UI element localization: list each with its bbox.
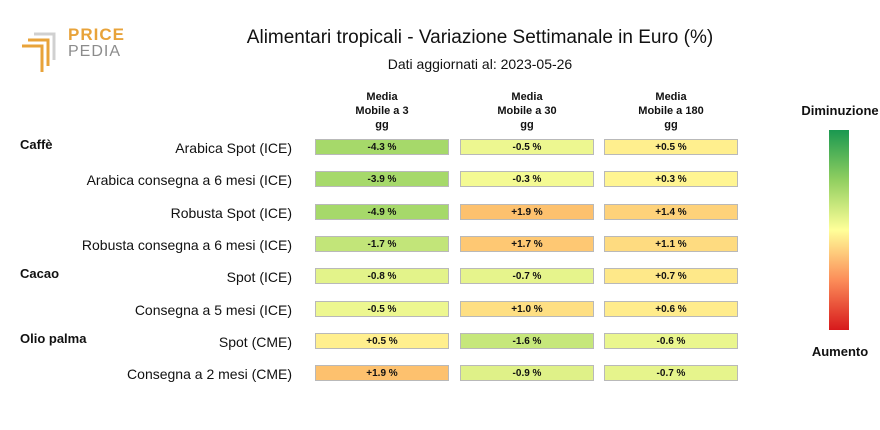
heatmap-cell: -0.6 %	[604, 332, 738, 349]
heatmap-cell: -1.7 %	[315, 235, 449, 252]
heatmap-cell: -3.9 %	[315, 171, 449, 188]
color-scale-bar	[829, 130, 849, 330]
heatmap-cell: -0.3 %	[460, 171, 594, 188]
column-header: Media Mobile a 30 gg	[460, 90, 594, 132]
row-label: Spot (CME)	[218, 333, 292, 350]
legend-top-label: Diminuzione	[801, 103, 879, 118]
logo-text-top: PRICE	[68, 25, 125, 44]
row-label: Spot (ICE)	[226, 269, 292, 286]
logo-text-bottom: PEDIA	[68, 43, 122, 60]
group-label: Olio palma	[20, 330, 87, 346]
column-header: Media Mobile a 3 gg	[315, 90, 449, 132]
heatmap-cell: +1.0 %	[460, 300, 594, 317]
column-header-line: Mobile a 3	[355, 105, 409, 117]
heatmap-cell: -4.9 %	[315, 203, 449, 220]
row-label: Arabica Spot (ICE)	[175, 140, 292, 156]
heatmap-cell: +1.4 %	[604, 203, 738, 220]
row-label: Arabica consegna a 6 mesi (ICE)	[86, 172, 292, 189]
heatmap-cell: +0.5 %	[315, 332, 449, 349]
pricepedia-logo: PRICE PEDIA	[20, 24, 130, 74]
column-header-line: gg	[664, 119, 678, 131]
column-header-line: Mobile a 180	[638, 105, 704, 117]
heatmap-cell: -0.7 %	[604, 365, 738, 382]
column-header: Media Mobile a 180 gg	[604, 90, 738, 132]
row-label: Robusta Spot (ICE)	[170, 204, 292, 221]
column-header-line: gg	[375, 119, 389, 131]
heatmap-cell: +1.1 %	[604, 235, 738, 252]
column-header-line: Media	[366, 91, 398, 103]
heatmap-cell: -0.7 %	[460, 268, 594, 285]
group-label: Cacao	[20, 266, 60, 282]
heatmap-cell: -0.5 %	[315, 300, 449, 317]
column-header-line: gg	[520, 119, 534, 131]
heatmap-cell: +0.3 %	[604, 171, 738, 188]
chart-subtitle: Dati aggiornati al: 2023-05-26	[387, 56, 573, 72]
row-label: Robusta consegna a 6 mesi (ICE)	[81, 236, 292, 253]
heatmap-cell: -1.6 %	[460, 332, 594, 349]
heatmap-cell: +1.9 %	[460, 203, 594, 220]
heatmap-cell: -4.3 %	[315, 139, 449, 155]
row-label: Consegna a 5 mesi (ICE)	[134, 301, 292, 318]
heatmap-cell: +0.5 %	[604, 139, 738, 155]
heatmap-cell: -0.5 %	[460, 139, 594, 155]
heatmap-cell: +1.7 %	[460, 235, 594, 252]
group-label: Caffè	[20, 137, 53, 152]
row-label: Consegna a 2 mesi (CME)	[127, 366, 292, 383]
column-header-line: Media	[511, 91, 543, 103]
chart-title: Alimentari tropicali - Variazione Settim…	[246, 27, 714, 48]
heatmap-cell: +0.7 %	[604, 268, 738, 285]
heatmap-cell: -0.8 %	[315, 268, 449, 285]
legend-bottom-label: Aumento	[811, 344, 869, 359]
column-header-line: Mobile a 30	[497, 105, 557, 117]
heatmap-cell: +1.9 %	[315, 365, 449, 382]
logo-mark-icon	[22, 32, 56, 72]
heatmap-cell: +0.6 %	[604, 300, 738, 317]
column-header-line: Media	[655, 91, 687, 103]
heatmap-cell: -0.9 %	[460, 365, 594, 382]
